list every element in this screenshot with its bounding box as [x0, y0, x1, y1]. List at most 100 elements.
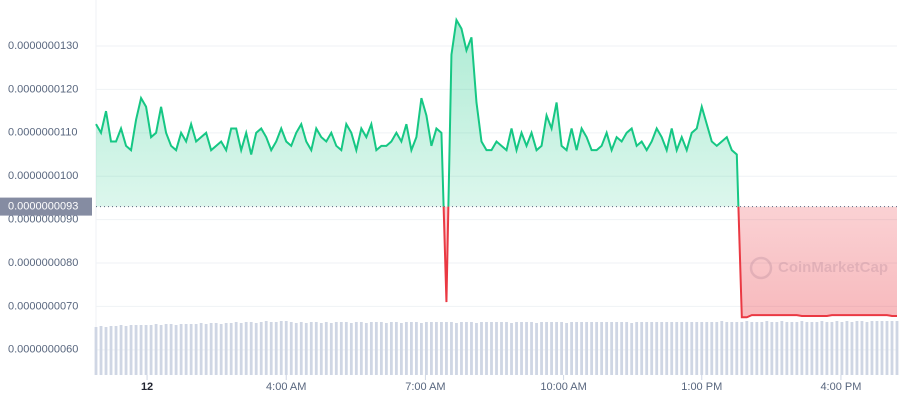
volume-bar: [515, 322, 518, 375]
volume-bar: [119, 325, 123, 375]
volume-bar: [510, 323, 513, 375]
volume-bar: [299, 322, 303, 375]
volume-bar: [655, 322, 659, 375]
volume-bar: [520, 322, 523, 375]
price-line-down: [442, 206, 897, 319]
volume-bar: [545, 322, 548, 375]
volume-bar: [700, 322, 704, 375]
x-tick-label: 4:00 AM: [266, 381, 306, 393]
volume-bar: [149, 325, 153, 375]
volume-bar: [389, 322, 393, 375]
volume-bar: [555, 322, 558, 375]
volume-bar: [750, 322, 754, 375]
volume-bar: [179, 324, 183, 375]
volume-bar: [159, 325, 163, 375]
volume-bar: [184, 324, 188, 375]
volume-bar: [840, 322, 844, 375]
volume-bar: [440, 322, 443, 375]
x-tick-label: 10:00 AM: [540, 381, 586, 393]
volume-bar: [610, 322, 614, 375]
volume-bar: [124, 326, 128, 375]
volume-bar: [725, 322, 729, 375]
volume-bar: [620, 322, 624, 375]
volume-bar: [730, 322, 734, 375]
volume-bar: [565, 323, 568, 375]
volume-bar: [169, 324, 173, 375]
volume-bar: [109, 326, 113, 375]
volume-bar: [740, 322, 744, 375]
volume-bar: [580, 322, 584, 375]
volume-bar: [274, 322, 278, 375]
volume-bar: [550, 322, 553, 375]
volume-bar: [314, 322, 318, 375]
volume-bar: [625, 322, 629, 375]
volume-bar: [795, 322, 799, 375]
volume-bar: [304, 323, 308, 375]
volume-bar: [284, 321, 288, 375]
volume-bar: [805, 322, 809, 375]
volume-bar: [199, 323, 203, 375]
volume-bar: [269, 322, 273, 375]
volume-bar: [450, 322, 453, 375]
volume-bar: [234, 322, 238, 375]
volume-bar: [595, 322, 599, 375]
volume-bar: [870, 321, 874, 375]
volume-bar: [399, 323, 403, 375]
area-down: [443, 206, 897, 318]
y-tick-label: 0.0000000130: [8, 40, 78, 52]
volume-bar: [895, 321, 899, 375]
volume-bar: [710, 322, 714, 375]
volume-bar: [219, 324, 223, 375]
volume-bar: [665, 322, 669, 375]
volume-bar: [374, 322, 378, 375]
volume-bar: [259, 322, 263, 375]
volume-bar: [680, 322, 684, 375]
volume-bar: [244, 322, 248, 375]
volume-bar: [835, 321, 839, 375]
volume-bar: [760, 322, 764, 375]
volume-bar: [890, 321, 894, 375]
volume-bar: [129, 325, 133, 375]
volume-bar: [364, 323, 368, 375]
volume-bar: [535, 323, 538, 375]
volume-bar: [635, 322, 639, 375]
volume-bar: [780, 321, 784, 375]
volume-bar: [575, 322, 578, 375]
volume-bar: [875, 321, 879, 375]
volume-bar: [815, 322, 819, 375]
volume-bar: [585, 322, 589, 375]
volume-bar: [154, 324, 158, 375]
volume-bar: [775, 322, 779, 375]
volume-bar: [540, 322, 543, 375]
volume-bar: [865, 322, 869, 375]
volume-bar: [189, 324, 193, 375]
volume-bar: [830, 322, 834, 375]
volume-bar: [475, 323, 478, 375]
volume-bar: [650, 322, 654, 375]
volume-bar: [415, 322, 418, 375]
volume-bar: [204, 324, 208, 375]
area-up: [96, 19, 897, 207]
volume-bar: [790, 322, 794, 375]
volume-bar: [600, 322, 604, 375]
volume-bar: [660, 322, 664, 375]
volume-bar: [685, 322, 689, 375]
volume-bar: [480, 322, 483, 375]
volume-bar: [500, 322, 503, 375]
volume-bar: [229, 323, 233, 375]
volume-bar: [820, 321, 824, 375]
volume-bar: [695, 322, 699, 375]
volume-bar: [455, 323, 458, 375]
volume-bar: [114, 326, 118, 375]
volume-bar: [279, 321, 283, 375]
y-tick-label: 0.0000000090: [8, 214, 78, 226]
volume-bar: [675, 322, 679, 375]
price-line: [95, 16, 740, 207]
volume-bar: [885, 321, 889, 375]
x-tick-label: 7:00 AM: [405, 381, 445, 393]
volume-bar: [530, 322, 533, 375]
volume-bar: [174, 325, 178, 375]
volume-bar: [99, 326, 103, 375]
